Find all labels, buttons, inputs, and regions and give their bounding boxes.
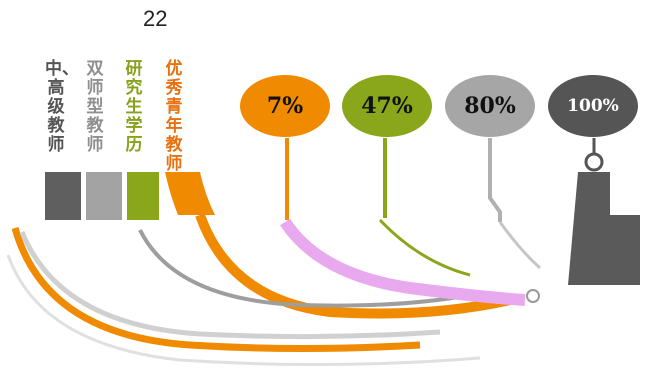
percent-circle-7: 7%: [240, 75, 330, 137]
percent-value-7: 7%: [266, 93, 304, 119]
percent-value-100: 100%: [567, 96, 619, 116]
stem-senior: [45, 172, 81, 220]
page-number: 22: [143, 6, 168, 31]
percent-circle-80: 80%: [445, 75, 535, 137]
label-graduate-degree: 研究生学历: [125, 59, 143, 155]
label-young-teachers: 优秀青年教师: [165, 59, 183, 174]
connector-80: [488, 138, 502, 222]
ring-marker: [526, 289, 540, 303]
stem-graduate: [127, 172, 159, 220]
curved-bands: [6, 213, 542, 367]
connector-100: [568, 138, 640, 285]
percent-value-47: 47%: [361, 93, 413, 119]
label-dual-qualified-teachers: 双师型教师: [86, 59, 104, 155]
percent-circle-47: 47%: [342, 75, 432, 137]
stem-young: [165, 172, 215, 215]
stem-dual: [86, 172, 122, 220]
percent-value-80: 80%: [464, 93, 516, 119]
percent-circle-100: 100%: [548, 75, 638, 137]
